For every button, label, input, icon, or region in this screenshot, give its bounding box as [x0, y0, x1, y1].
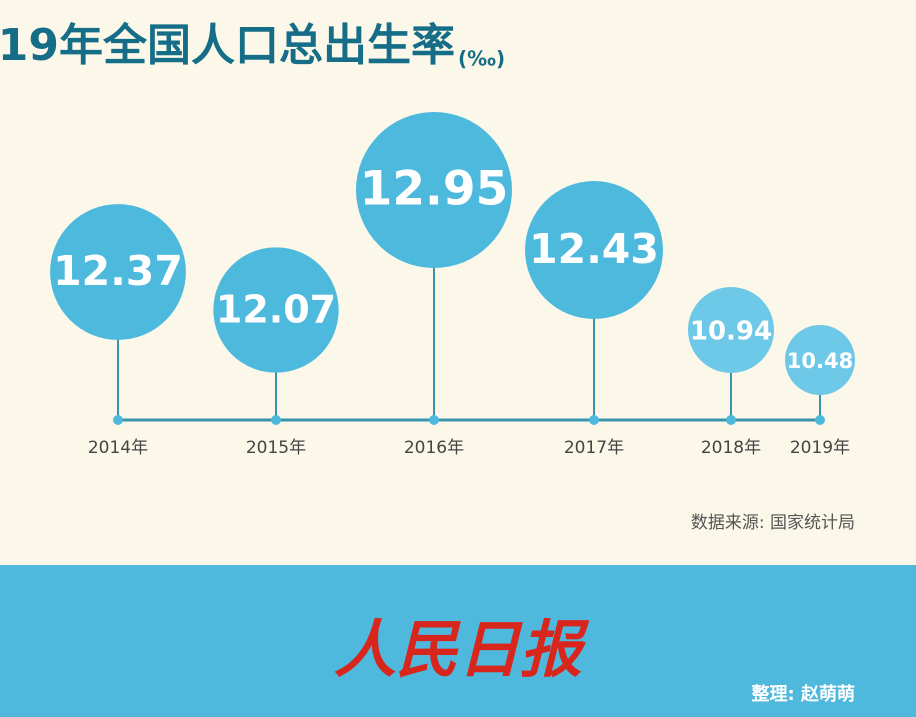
value-label: 12.07: [216, 288, 336, 332]
bubble: [50, 204, 186, 340]
editor: 整理: 赵萌萌: [751, 683, 855, 705]
bubble: [785, 325, 855, 395]
bubble: [356, 112, 512, 268]
x-tick-label: 2014年: [88, 438, 148, 458]
value-label: 12.43: [529, 225, 659, 273]
x-tick-label: 2019年: [790, 438, 850, 458]
bubble: [687, 286, 775, 374]
chart-title: 2014-2019年全国人口总出生率: [0, 20, 455, 71]
footer-band: [0, 565, 916, 717]
value-label: 10.94: [690, 317, 772, 347]
stem-dot: [815, 415, 825, 425]
x-tick-label: 2018年: [701, 438, 761, 458]
x-tick-label: 2015年: [246, 438, 306, 458]
stem-dot: [113, 415, 123, 425]
stem-dot: [271, 415, 281, 425]
x-tick-label: 2016年: [404, 438, 464, 458]
brand-logo: 人民日报: [334, 613, 590, 686]
stem-dot: [726, 415, 736, 425]
stem-dot: [589, 415, 599, 425]
bubble: [525, 181, 663, 319]
x-tick-label: 2017年: [564, 438, 624, 458]
value-label: 10.48: [787, 349, 853, 373]
unit: (‰): [458, 47, 505, 71]
value-label: 12.37: [53, 247, 183, 295]
bubble: [213, 247, 339, 373]
stem-dot: [429, 415, 439, 425]
value-label: 12.95: [360, 162, 509, 217]
source: 数据来源: 国家统计局: [691, 513, 855, 533]
